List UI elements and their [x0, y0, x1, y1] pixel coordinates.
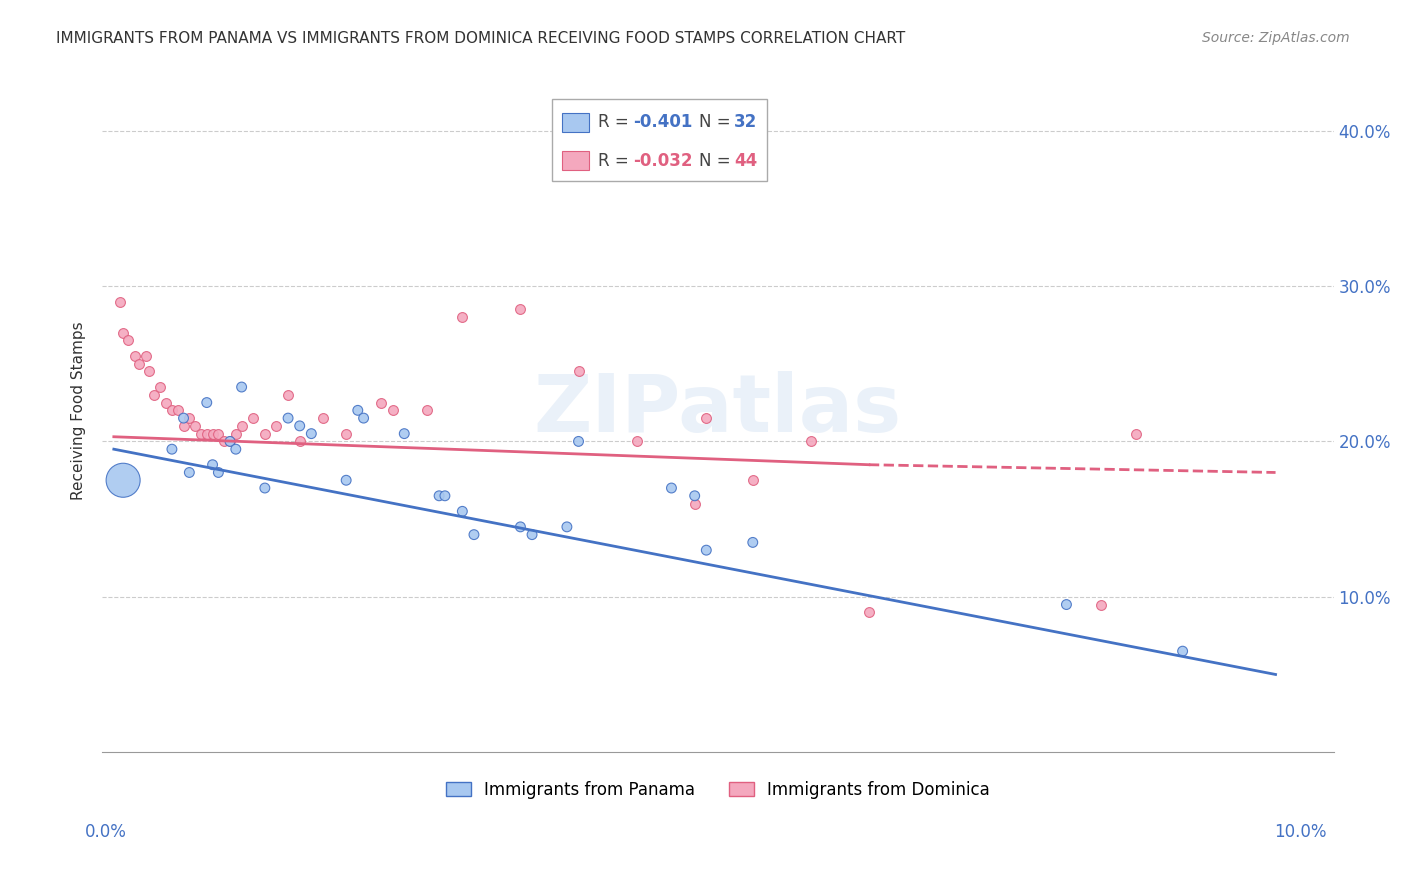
Point	[201, 458, 224, 472]
Text: 0.0%: 0.0%	[84, 822, 127, 840]
Point	[166, 403, 188, 417]
Point	[219, 434, 242, 449]
Point	[195, 426, 218, 441]
Point	[143, 388, 166, 402]
Text: N =: N =	[699, 152, 737, 169]
Point	[128, 357, 150, 371]
Point	[117, 334, 139, 348]
Point	[567, 364, 589, 378]
Point	[190, 426, 212, 441]
FancyBboxPatch shape	[561, 152, 589, 170]
Point	[173, 411, 195, 425]
Point	[858, 605, 880, 619]
Point	[1125, 426, 1147, 441]
Point	[225, 442, 247, 457]
Point	[149, 380, 172, 394]
Point	[173, 418, 195, 433]
Point	[231, 380, 253, 394]
Point	[353, 411, 375, 425]
Point	[207, 466, 229, 480]
Point	[509, 302, 531, 317]
Text: 32: 32	[734, 113, 758, 131]
Text: R =: R =	[599, 113, 634, 131]
Point	[138, 364, 160, 378]
Point	[207, 426, 229, 441]
Point	[195, 395, 218, 409]
Point	[112, 473, 135, 487]
Point	[394, 426, 416, 441]
Point	[346, 403, 368, 417]
Point	[1090, 598, 1112, 612]
Point	[155, 395, 177, 409]
FancyBboxPatch shape	[561, 112, 589, 132]
Point	[184, 418, 207, 433]
Text: 44: 44	[734, 152, 758, 169]
Point	[108, 294, 131, 309]
Point	[661, 481, 683, 495]
Text: R =: R =	[599, 152, 634, 169]
Point	[335, 426, 357, 441]
Point	[135, 349, 157, 363]
Text: -0.032: -0.032	[633, 152, 693, 169]
Point	[277, 411, 299, 425]
Legend: Immigrants from Panama, Immigrants from Dominica: Immigrants from Panama, Immigrants from …	[440, 774, 997, 805]
Point	[370, 395, 392, 409]
Point	[179, 466, 201, 480]
Point	[112, 326, 135, 340]
Point	[381, 403, 404, 417]
Point	[683, 489, 706, 503]
Point	[299, 426, 322, 441]
Point	[520, 527, 543, 541]
Text: IMMIGRANTS FROM PANAMA VS IMMIGRANTS FROM DOMINICA RECEIVING FOOD STAMPS CORRELA: IMMIGRANTS FROM PANAMA VS IMMIGRANTS FRO…	[56, 31, 905, 46]
Text: 10.0%: 10.0%	[1274, 822, 1327, 840]
Point	[231, 418, 253, 433]
Point	[683, 497, 706, 511]
Point	[741, 473, 763, 487]
Point	[225, 426, 247, 441]
Point	[451, 310, 474, 325]
Point	[124, 349, 146, 363]
Point	[695, 543, 717, 558]
Point	[1171, 644, 1194, 658]
Point	[800, 434, 823, 449]
FancyBboxPatch shape	[551, 99, 768, 181]
Point	[179, 411, 201, 425]
Point	[741, 535, 763, 549]
Point	[201, 426, 224, 441]
Point	[266, 418, 288, 433]
Point	[1054, 598, 1077, 612]
Point	[463, 527, 485, 541]
Text: Source: ZipAtlas.com: Source: ZipAtlas.com	[1202, 31, 1350, 45]
Text: ZIPatlas: ZIPatlas	[534, 371, 903, 450]
Point	[567, 434, 589, 449]
Point	[253, 426, 276, 441]
Point	[451, 504, 474, 518]
Point	[219, 434, 242, 449]
Point	[335, 473, 357, 487]
Point	[427, 489, 450, 503]
Point	[212, 434, 235, 449]
Point	[312, 411, 335, 425]
Point	[288, 434, 311, 449]
Point	[416, 403, 439, 417]
Point	[555, 520, 578, 534]
Point	[695, 411, 717, 425]
Point	[288, 418, 311, 433]
Y-axis label: Receiving Food Stamps: Receiving Food Stamps	[72, 321, 86, 500]
Point	[242, 411, 264, 425]
Text: -0.401: -0.401	[633, 113, 692, 131]
Point	[433, 489, 456, 503]
Point	[626, 434, 648, 449]
Point	[509, 520, 531, 534]
Point	[277, 388, 299, 402]
Point	[160, 442, 183, 457]
Point	[253, 481, 276, 495]
Text: N =: N =	[699, 113, 737, 131]
Point	[160, 403, 183, 417]
